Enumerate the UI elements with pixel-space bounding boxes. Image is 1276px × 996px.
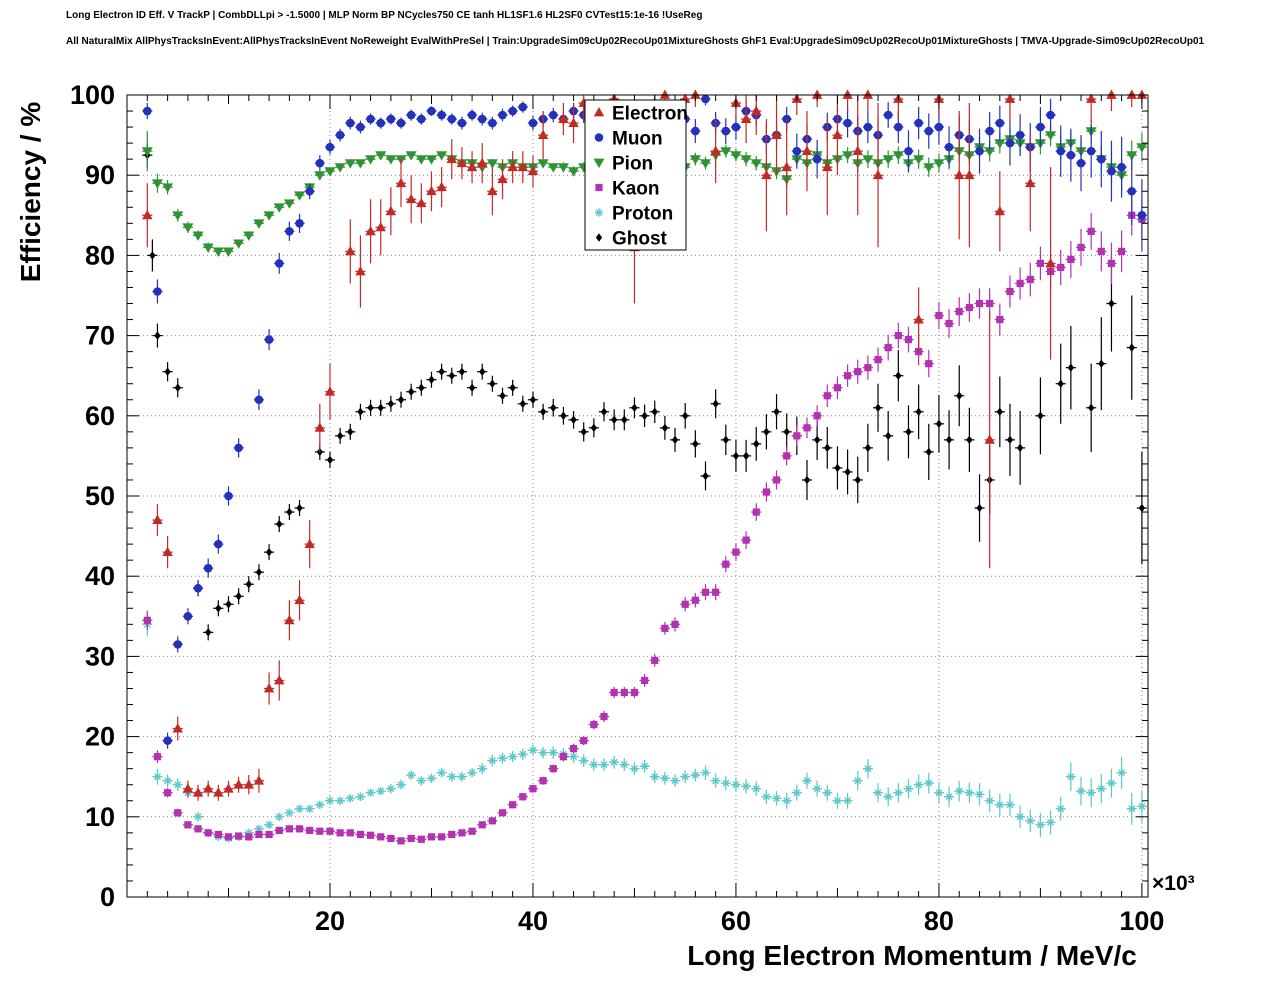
svg-text:Ghost: Ghost xyxy=(612,229,668,250)
plot-header-line2: All NaturalMix AllPhysTracksInEvent:AllP… xyxy=(66,36,1205,47)
legend-entry-muon: Muon xyxy=(594,129,663,150)
svg-text:0: 0 xyxy=(100,882,115,912)
legend-entry-ghost: Ghost xyxy=(595,229,668,250)
svg-text:60: 60 xyxy=(85,401,115,431)
series-electron xyxy=(142,89,1148,801)
axes-layer xyxy=(126,94,1149,898)
svg-text:80: 80 xyxy=(85,240,115,270)
svg-text:60: 60 xyxy=(721,906,751,936)
svg-text:100: 100 xyxy=(70,80,115,110)
legend: Electron Muon Pion Kaon Proton Ghost xyxy=(584,99,688,251)
svg-text:30: 30 xyxy=(85,641,115,671)
svg-text:Proton: Proton xyxy=(612,204,673,225)
svg-text:50: 50 xyxy=(85,481,115,511)
svg-text:20: 20 xyxy=(315,906,345,936)
svg-text:Efficiency / %: Efficiency / % xyxy=(15,102,46,283)
svg-text:Muon: Muon xyxy=(612,129,663,150)
svg-text:Pion: Pion xyxy=(612,154,653,175)
svg-text:100: 100 xyxy=(1119,906,1164,936)
legend-entry-proton: Proton xyxy=(594,204,673,225)
svg-text:Long Electron Momentum / MeV/c: Long Electron Momentum / MeV/c xyxy=(687,940,1137,971)
plot-header-line1: Long Electron ID Eff. V TrackP | CombDLL… xyxy=(66,10,703,21)
svg-text:40: 40 xyxy=(85,561,115,591)
x-axis-title: Long Electron Momentum / MeV/c xyxy=(687,940,1137,971)
series-kaon xyxy=(142,195,1147,845)
tick-labels: 20 40 60 80 100 0 10 20 30 40 50 60 70 80 90 100 xyxy=(70,80,1165,936)
y-axis-title: Efficiency / % xyxy=(15,102,46,283)
svg-text:40: 40 xyxy=(518,906,548,936)
svg-text:70: 70 xyxy=(85,321,115,351)
svg-text:Kaon: Kaon xyxy=(612,179,660,200)
svg-text:90: 90 xyxy=(85,160,115,190)
svg-text:10: 10 xyxy=(85,802,115,832)
series-proton xyxy=(142,612,1147,843)
svg-text:20: 20 xyxy=(85,722,115,752)
x-axis-exponent: ×10³ xyxy=(1152,872,1195,895)
svg-text:Electron: Electron xyxy=(612,104,688,125)
svg-text:×10³: ×10³ xyxy=(1152,872,1195,895)
legend-entry-kaon: Kaon xyxy=(595,179,660,200)
legend-entry-electron: Electron xyxy=(593,104,688,125)
legend-entry-pion: Pion xyxy=(593,154,653,175)
svg-text:80: 80 xyxy=(924,906,954,936)
